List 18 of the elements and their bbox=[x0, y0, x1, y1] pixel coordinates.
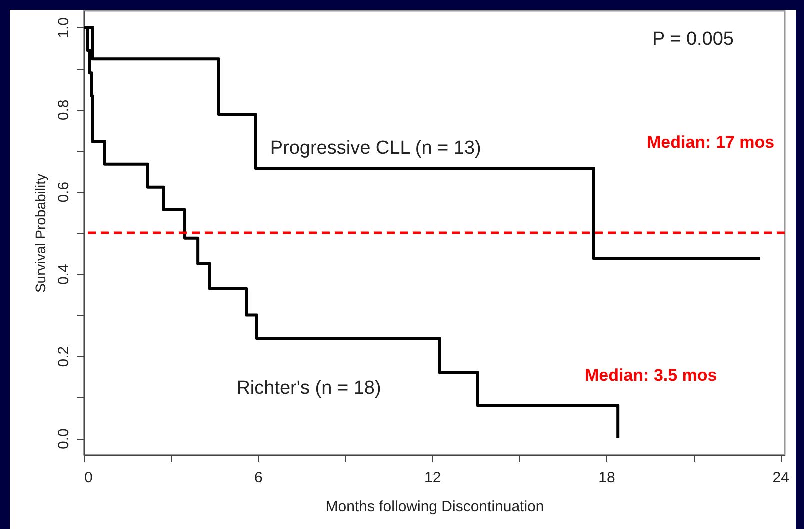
series-label: Progressive CLL (n = 13) bbox=[270, 138, 482, 159]
y-tick-label: 0.8 bbox=[56, 100, 72, 121]
y-axis-title: Survival Probability bbox=[32, 174, 48, 294]
y-tick-label: 0.4 bbox=[56, 264, 72, 286]
annotation: Median: 17 mos bbox=[647, 133, 775, 152]
x-axis-title: Months following Discontinuation bbox=[326, 498, 544, 516]
annotation: P = 0.005 bbox=[652, 29, 734, 50]
x-tick-label: 18 bbox=[598, 470, 616, 486]
x-tick-label: 6 bbox=[254, 470, 263, 486]
y-tick-label: 1.0 bbox=[56, 18, 72, 38]
text: Richter's (n = 18) bbox=[236, 378, 382, 399]
y-tick-label: 0.0 bbox=[56, 428, 72, 450]
y-tick-label: 0.2 bbox=[56, 346, 72, 368]
x-tick-label: 24 bbox=[772, 470, 790, 486]
x-tick-label: 0 bbox=[84, 470, 93, 486]
annotation: Median: 3.5 mos bbox=[585, 366, 718, 385]
x-tick-label: 12 bbox=[424, 470, 442, 486]
y-tick-label: 0.6 bbox=[56, 182, 72, 203]
